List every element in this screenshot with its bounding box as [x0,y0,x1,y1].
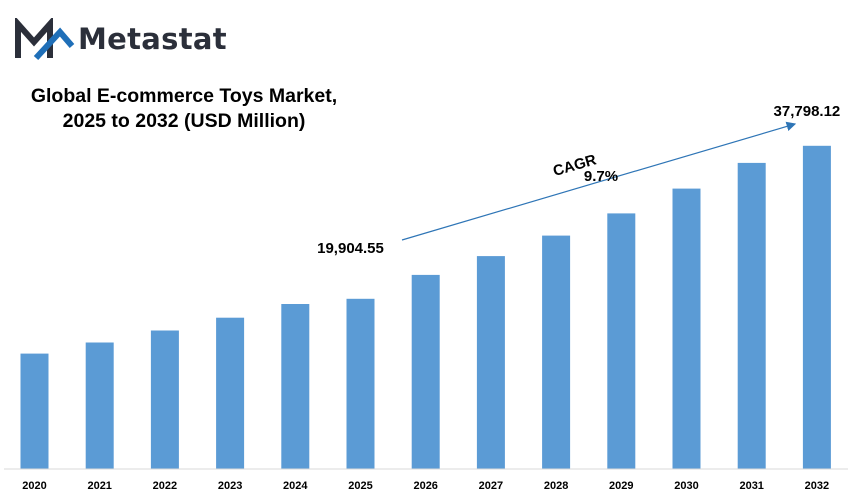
brand-name: Metastat [78,22,227,56]
x-tick-2032: 2032 [805,480,829,492]
cagr-value: 9.7% [584,168,618,185]
bar-2026 [411,274,440,469]
x-tick-2024: 2024 [283,480,308,492]
data-label-2032: 37,798.12 [774,103,841,120]
chart-title-line-2: 2025 to 2032 (USD Million) [62,110,306,132]
bar-2023 [216,317,245,469]
bar-2020 [20,353,49,469]
x-tick-2020: 2020 [22,480,46,492]
bar-2032 [802,145,831,470]
x-tick-2023: 2023 [218,480,242,492]
x-tick-2027: 2027 [479,480,503,492]
bar-2030 [672,188,701,469]
x-tick-2026: 2026 [413,480,437,492]
bar-2028 [542,235,571,469]
metastat-logo-mark-icon [15,18,75,61]
metastat-logo [15,18,75,61]
bar-2025 [346,298,375,469]
x-tick-2029: 2029 [609,480,633,492]
bar-2022 [150,330,179,469]
brand-name-text: Metastat [78,22,227,56]
bar-2029 [607,213,636,469]
bar-2024 [281,304,310,469]
x-tick-2022: 2022 [153,480,177,492]
x-tick-2028: 2028 [544,480,568,492]
x-tick-2030: 2030 [674,480,698,492]
chart-title-line-1: Global E-commerce Toys Market, [30,85,338,107]
cagr-annotation: CAGR 9.7% [401,121,797,241]
bar-2031 [737,162,766,469]
x-tick-2025: 2025 [348,480,372,492]
x-tick-2021: 2021 [87,480,111,492]
data-label-2025: 19,904.55 [317,240,384,257]
x-tick-2031: 2031 [739,480,763,492]
bar-2027 [476,256,505,469]
bar-2021 [85,342,114,469]
cagr-arrow [401,121,797,241]
chart-title: Global E-commerce Toys Market, 2025 to 2… [14,84,354,134]
